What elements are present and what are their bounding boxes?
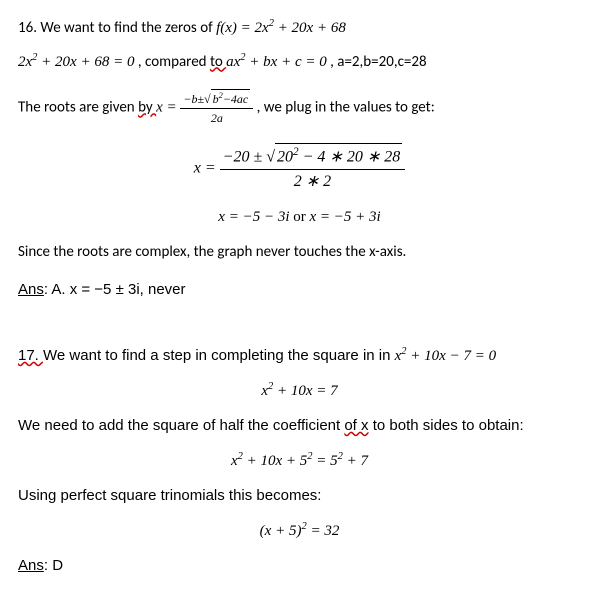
p17-answer: Ans: D [18,555,581,578]
p16-answer: Ans: A. x = −5 ± 3i, never [18,279,581,302]
p17-eq1: x2 + 10x − 7 = 0 [395,348,496,364]
p16-roots-post: , we plug in the values to get: [257,99,435,117]
p16-conclusion: Since the roots are complex, the graph n… [18,241,581,264]
p16-big-frac: −20 ± √202 − 4 ∗ 20 ∗ 28 2 ∗ 2 [220,143,406,194]
p17-ans-label: Ans [18,557,44,574]
p16-ans-text: : A. x = −5 ± 3i, never [44,281,186,298]
p17-line3-pre: We need to add the square of half the co… [18,417,344,434]
p16-roots-pre: The roots are given [18,99,138,117]
p17-ans-text: : D [44,557,63,574]
p17-line3-post: to both sides to obtain: [373,417,524,434]
p16-roots-lhs: x = [156,100,180,116]
p17-line1: 17. We want to find a step in completing… [18,344,581,368]
p16-result: x = −5 − 3i or x = −5 + 3i [18,206,581,229]
p16-number: 16. [18,19,37,37]
p16-roots-line: The roots are given by x = −b±√b2−4ac 2a… [18,89,581,127]
p16-line1: 16. We want to find the zeros of f(x) = … [18,16,581,40]
p17-centered2: x2 + 10x + 52 = 52 + 7 [18,449,581,473]
p17-number: 17. [18,347,43,364]
p16-eq1: 2x2 + 20x + 68 = 0 [18,54,134,70]
p17-centered1: x2 + 10x = 7 [18,379,581,403]
p17-wavy3: of x [344,417,368,434]
p17-line3: We need to add the square of half the co… [18,415,581,438]
p16-wavy2: by [138,99,156,117]
p16-small-frac: −b±√b2−4ac 2a [180,89,253,127]
p16-mid: , compared [138,53,210,71]
p16-line2: 2x2 + 20x + 68 = 0 , compared to ax2 + b… [18,50,581,74]
p17-prompt: We want to find a step in completing the… [43,347,395,364]
p16-wavy1: to [210,53,226,71]
p16-vals: , a=2,b=20,c=28 [330,53,426,71]
p16-func: f(x) = 2x2 + 20x + 68 [216,20,346,36]
p16-eq2: ax2 + bx + c = 0 [226,54,327,70]
p17-centered3: (x + 5)2 = 32 [18,519,581,543]
p16-ans-label: Ans [18,281,44,298]
p17-line5: Using perfect square trinomials this bec… [18,485,581,508]
p16-prompt1: We want to find the zeros of [40,19,216,37]
p16-big-eq: x = −20 ± √202 − 4 ∗ 20 ∗ 28 2 ∗ 2 [18,143,581,194]
